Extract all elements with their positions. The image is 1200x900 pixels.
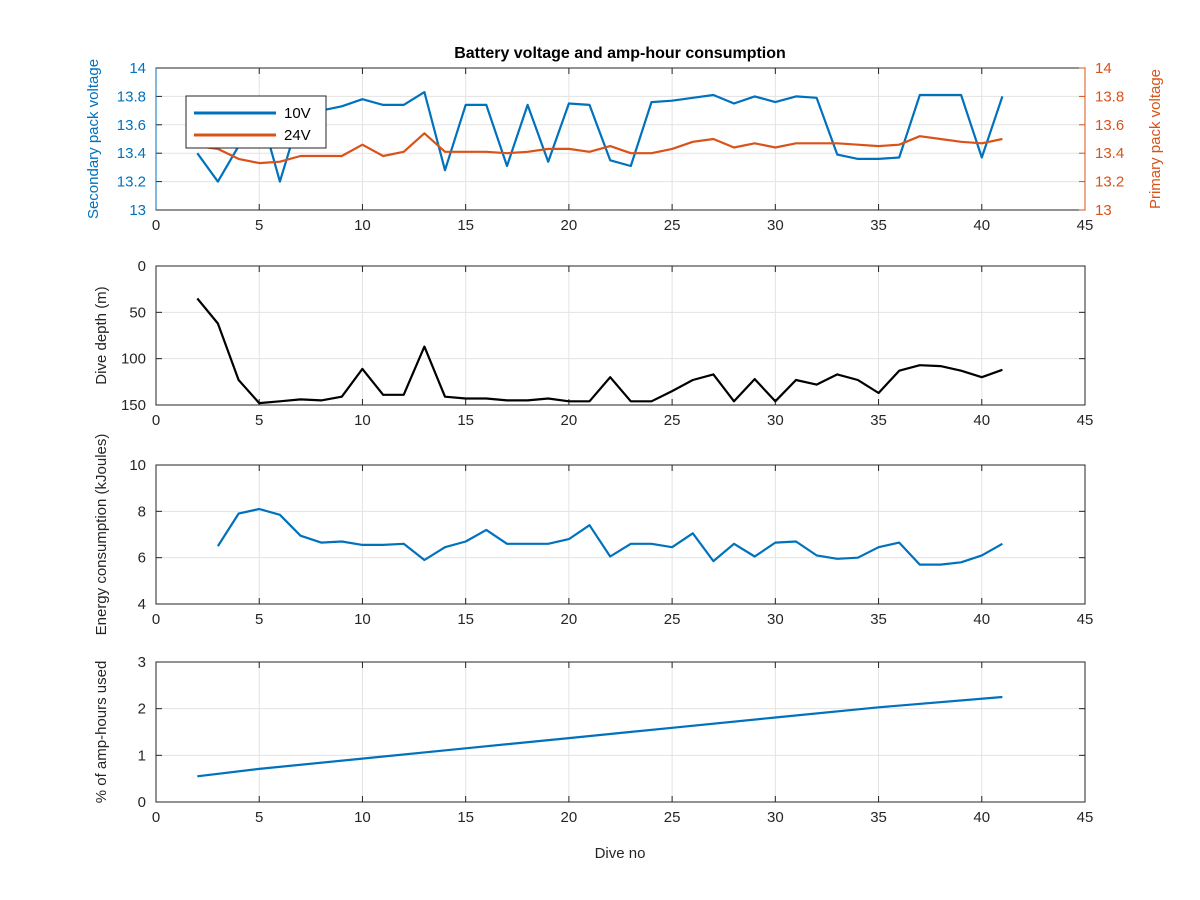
x-tick-label: 20 (561, 217, 578, 234)
x-tick-label: 10 (354, 809, 371, 826)
x-tick-label: 35 (870, 217, 887, 234)
x-tick-label: 30 (767, 611, 784, 628)
series-line-data (197, 695, 1003, 778)
x-tick-label: 0 (152, 412, 160, 429)
legend-label-10v: 10V (284, 105, 311, 122)
panel-4: 0 5 10 15 20 25 30 35 40 45 0 1 2 3 % of amp-hours use… (93, 654, 1093, 826)
y-tick-label: 13 (129, 202, 146, 219)
y-right-tick-label: 13.4 (1095, 145, 1124, 162)
x-tick-label: 0 (152, 611, 160, 628)
y-tick-label: 50 (129, 304, 146, 321)
x-tick-label: 0 (152, 809, 160, 826)
y-axis-label: Secondary pack voltage (85, 59, 102, 219)
y-tick-label: 3 (138, 654, 146, 671)
y-tick-label: 13.6 (117, 117, 146, 134)
x-tick-label: 25 (664, 412, 681, 429)
axes-box (155, 661, 1086, 803)
x-tick-label: 20 (561, 611, 578, 628)
y-right-axis-label: Primary pack voltage (1147, 69, 1164, 209)
panels: 0 5 10 15 20 25 30 35 40 451313.213.413.613.814Se… (85, 59, 1164, 826)
x-tick-label: 15 (457, 611, 474, 628)
y-tick-label: 13.8 (117, 88, 146, 105)
x-tick-label: 15 (457, 809, 474, 826)
x-tick-label: 45 (1077, 611, 1094, 628)
x-tick-label: 5 (255, 611, 263, 628)
axes-box (155, 265, 1086, 406)
x-tick-label: 20 (561, 412, 578, 429)
x-tick-label: 25 (664, 809, 681, 826)
x-tick-label: 15 (457, 217, 474, 234)
x-tick-label: 10 (354, 611, 371, 628)
series-line-10v (196, 90, 1004, 183)
series-line-data (216, 507, 1003, 566)
series-line-data (196, 297, 1003, 405)
y-axis-label: Energy consumption (kJoules) (93, 434, 110, 636)
x-axis-label: Dive no (595, 845, 646, 862)
y-right-tick-label: 13.8 (1095, 88, 1124, 105)
x-tick-label: 30 (767, 809, 784, 826)
y-tick-label: 6 (138, 550, 146, 567)
x-tick-label: 45 (1077, 217, 1094, 234)
chart-title: Battery voltage and amp-hour consumption (454, 45, 786, 62)
x-tick-label: 30 (767, 412, 784, 429)
x-tick-label: 40 (973, 217, 990, 234)
x-tick-label: 45 (1077, 809, 1094, 826)
y-right-tick-label: 13 (1095, 202, 1112, 219)
legend-box (185, 95, 327, 149)
x-tick-label: 25 (664, 217, 681, 234)
x-tick-label: 0 (152, 217, 160, 234)
y-right-tick-label: 14 (1095, 60, 1112, 77)
y-tick-label: 14 (129, 60, 146, 77)
x-tick-label: 40 (973, 412, 990, 429)
y-axis-label: Dive depth (m) (93, 286, 110, 384)
x-tick-label: 40 (973, 809, 990, 826)
x-tick-label: 40 (973, 611, 990, 628)
y-tick-label: 1 (138, 747, 146, 764)
y-right-tick-label: 13.2 (1095, 174, 1124, 191)
y-tick-label: 2 (138, 701, 146, 718)
x-tick-label: 35 (870, 611, 887, 628)
y-tick-label: 10 (129, 457, 146, 474)
x-tick-label: 35 (870, 809, 887, 826)
panel-2: 0 5 10 15 20 25 30 35 40 45 0 50 100 150 Dive depth (m… (93, 258, 1093, 429)
x-tick-label: 45 (1077, 412, 1094, 429)
y-tick-label: 8 (138, 503, 146, 520)
x-tick-label: 5 (255, 809, 263, 826)
axes-box (155, 464, 1086, 605)
panel-3: 0 5 10 15 20 25 30 35 40 45 4 6 8 10 Energy consumptio… (93, 434, 1093, 636)
series-line-24v (197, 132, 1003, 165)
y-tick-label: 100 (121, 351, 146, 368)
x-tick-label: 10 (354, 217, 371, 234)
y-tick-label: 150 (121, 397, 146, 414)
x-tick-label: 15 (457, 412, 474, 429)
y-axis-label: % of amp-hours used (93, 661, 110, 804)
y-right-tick-label: 13.6 (1095, 117, 1124, 134)
x-tick-label: 5 (255, 412, 263, 429)
panel-1: 0 5 10 15 20 25 30 35 40 451313.213.413.613.814Se… (85, 59, 1164, 234)
y-tick-label: 0 (138, 794, 146, 811)
x-tick-label: 30 (767, 217, 784, 234)
y-tick-label: 13.2 (117, 174, 146, 191)
x-tick-label: 10 (354, 412, 371, 429)
y-tick-label: 4 (138, 596, 146, 613)
x-tick-label: 35 (870, 412, 887, 429)
legend-label-24v: 24V (284, 127, 311, 144)
x-tick-label: 5 (255, 217, 263, 234)
y-tick-label: 13.4 (117, 145, 146, 162)
y-tick-label: 0 (138, 258, 146, 275)
x-tick-label: 25 (664, 611, 681, 628)
x-tick-label: 20 (561, 809, 578, 826)
